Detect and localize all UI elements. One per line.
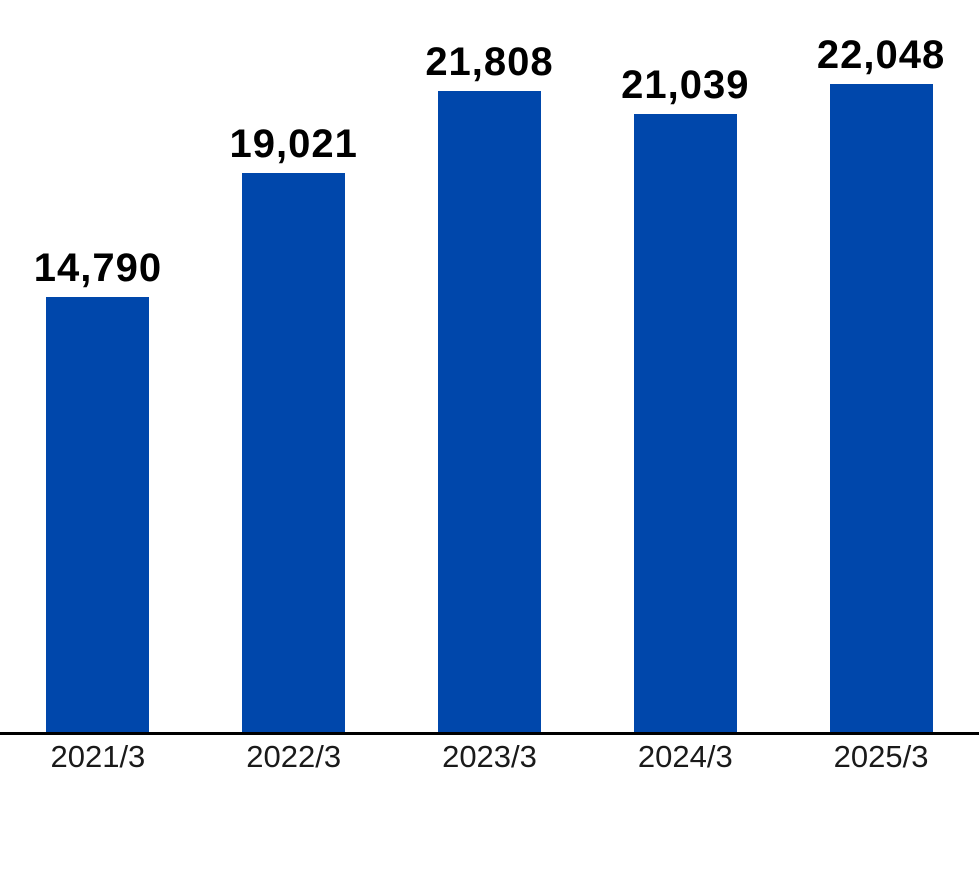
bar-group: 22,048 (783, 35, 979, 732)
bar-value-label: 19,021 (229, 122, 358, 166)
x-axis-line (0, 732, 979, 735)
bar-value-label: 21,808 (425, 40, 554, 84)
x-axis-tick-label: 2025/3 (833, 739, 929, 774)
x-axis-tick-label: 2023/3 (442, 739, 537, 774)
bar (437, 91, 541, 732)
bar-group: 14,790 (0, 248, 196, 732)
bar-value-label: 21,039 (621, 63, 750, 107)
bar-group: 21,808 (392, 42, 588, 732)
bar-value-label: 14,790 (33, 246, 163, 290)
x-axis-tick-label: 2024/3 (637, 739, 733, 774)
bar-group: 19,021 (196, 124, 392, 732)
bar (46, 297, 150, 732)
x-axis-tick-label: 2021/3 (50, 739, 146, 774)
bar (242, 173, 346, 732)
x-axis-labels: 2021/3 2022/3 2023/3 2024/3 2025/3 (0, 741, 979, 772)
bar-value-label: 22,048 (816, 33, 946, 77)
plot-area: 14,790 19,021 21,808 21,039 22,048 (0, 35, 979, 732)
bar (633, 114, 737, 732)
bar-group: 21,039 (587, 65, 783, 732)
bar (829, 84, 933, 732)
x-axis-tick-label: 2022/3 (246, 739, 342, 774)
